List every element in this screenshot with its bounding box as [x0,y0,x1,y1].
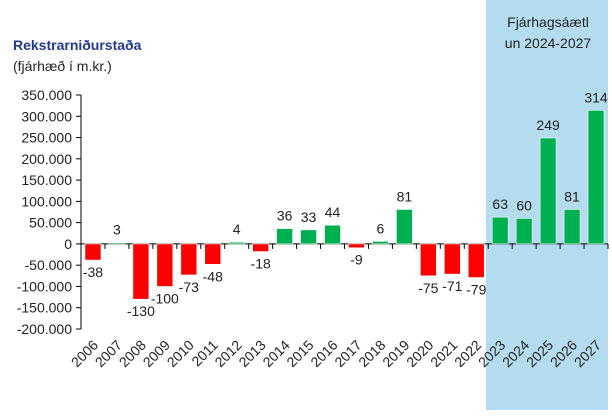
data-label-2007: 3 [113,222,121,238]
bar-2009 [156,243,174,287]
bar-2023 [491,216,509,245]
data-label-2017: -9 [350,252,363,268]
data-label-2009: -100 [151,290,179,306]
bar-2010 [180,243,198,276]
bar-2021 [443,243,461,275]
data-label-2024: 60 [516,197,532,213]
y-tick-label: 300.000 [21,108,72,124]
bar-2007 [108,242,126,245]
bar-2026 [563,209,581,245]
data-label-2025: 249 [536,117,560,133]
bar-2025 [539,137,557,245]
y-tick-label: 100.000 [21,193,72,209]
y-tick-label: -150.000 [17,300,72,316]
bar-2014 [276,228,293,245]
y-tick-label: 350.000 [21,87,72,103]
data-label-2020: -75 [418,280,438,296]
bar-2018 [372,241,389,245]
bar-2012 [228,241,246,245]
bar-2020 [420,243,437,277]
data-label-2006: -38 [83,264,103,280]
y-tick-label: -200.000 [17,321,72,337]
y-tick-label: 50.000 [29,215,72,231]
chart-title: Rekstrarniðurstaða [13,37,142,53]
data-label-2012: 4 [233,221,241,237]
data-label-2013: -18 [251,256,271,272]
data-label-2023: 63 [492,196,508,212]
bar-2017 [348,243,365,249]
y-tick-label: -50.000 [25,257,73,273]
bar-2015 [300,229,317,245]
y-tick-label: 0 [64,236,72,252]
y-tick-label: 250.000 [21,130,72,146]
bar-2024 [515,218,533,245]
bar-2006 [84,243,102,261]
y-tick-label: -100.000 [17,278,72,294]
forecast-label-line2: un 2024-2027 [505,35,592,51]
data-label-2016: 44 [325,204,341,220]
bar-2027 [587,110,605,245]
y-tick-label: 200.000 [21,151,72,167]
data-label-2015: 33 [301,209,317,225]
bar-2019 [396,209,413,245]
data-label-2011: -48 [203,268,223,284]
y-tick-label: 150.000 [21,172,72,188]
data-label-2010: -73 [179,279,199,295]
bar-2008 [132,243,150,300]
data-label-2008: -130 [127,303,155,319]
bar-2013 [252,243,269,252]
data-label-2014: 36 [277,208,293,224]
bar-2022 [467,243,485,278]
chart-subtitle: (fjárhæð í m.kr.) [13,58,112,74]
bar-2016 [324,224,341,245]
data-label-2022: -79 [466,282,486,298]
data-label-2021: -71 [442,278,462,294]
data-label-2027: 314 [584,89,608,105]
data-label-2018: 6 [377,220,385,236]
data-label-2019: 81 [397,188,413,204]
bar-2011 [204,243,222,265]
forecast-label-line1: Fjárhagsáætl [507,14,589,30]
data-label-2026: 81 [564,188,580,204]
